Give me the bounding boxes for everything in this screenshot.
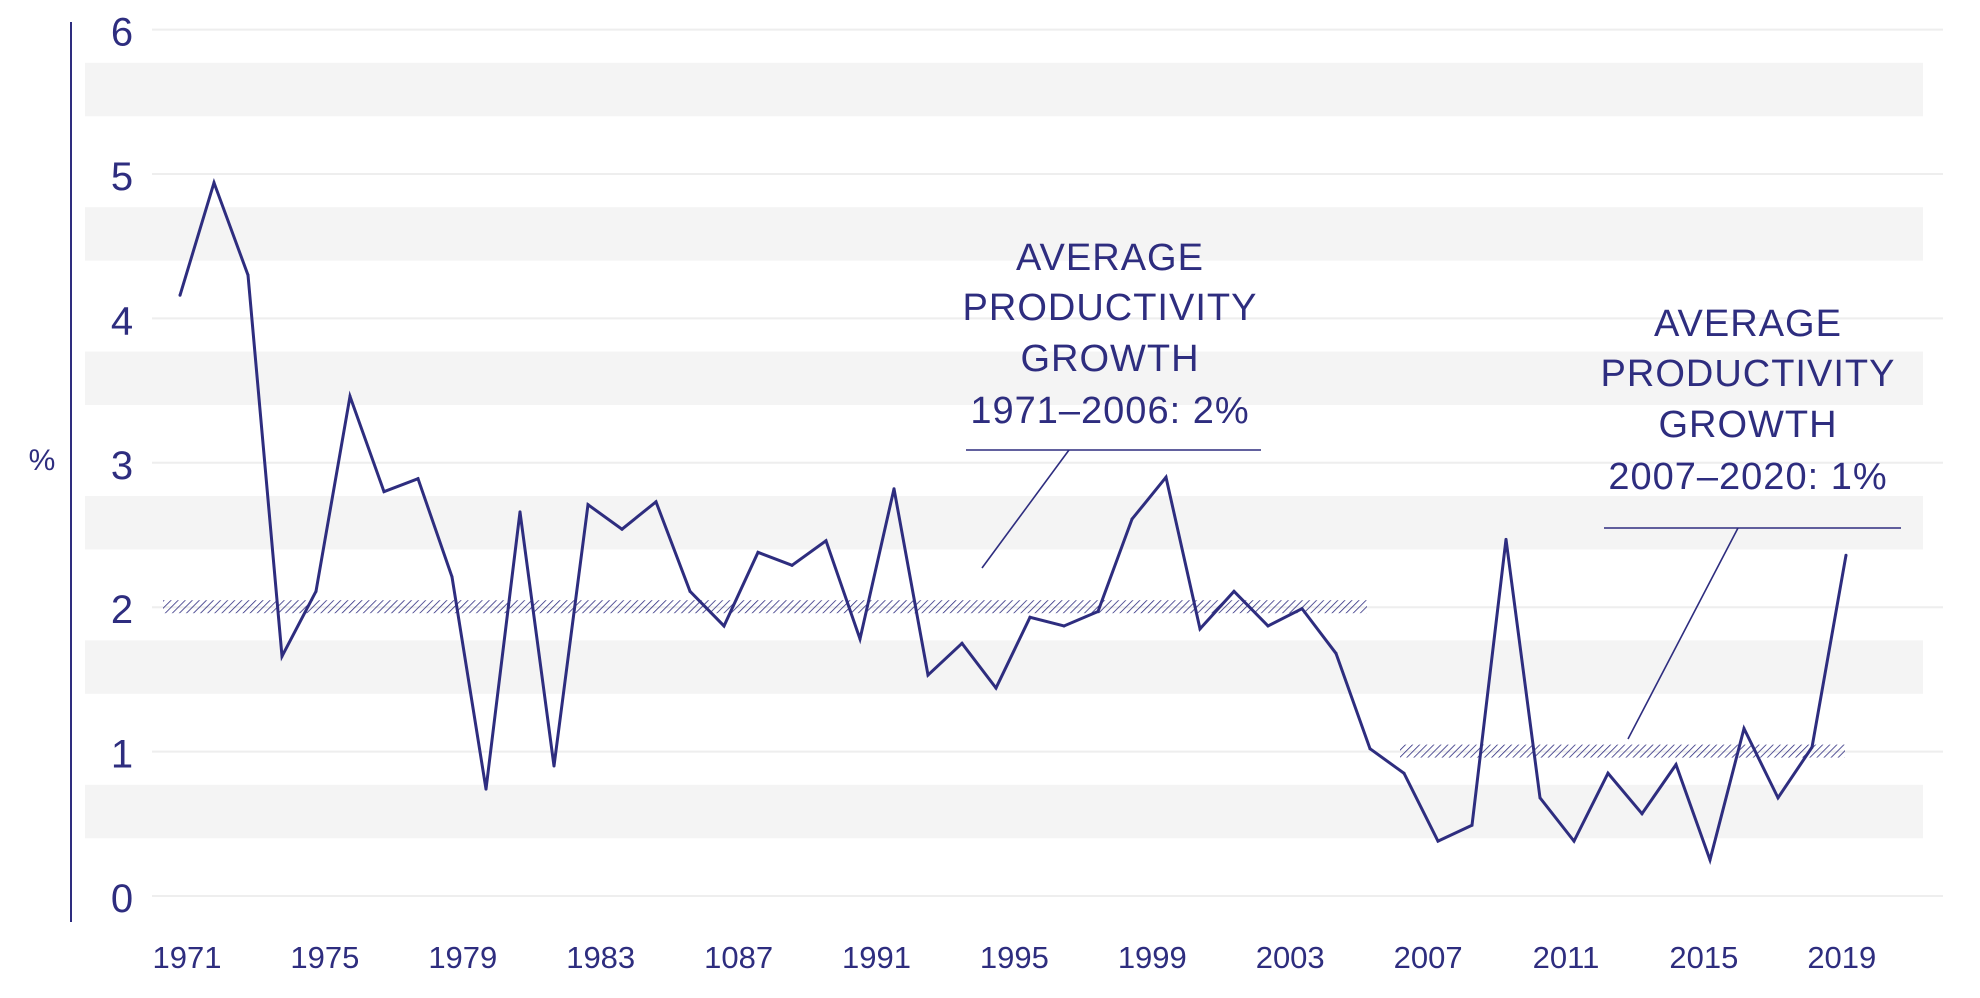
x-tick-label: 2007 bbox=[1394, 940, 1463, 975]
annotation-leader-line bbox=[1627, 527, 1739, 740]
annotation-2-line: GROWTH bbox=[1658, 404, 1837, 446]
y-tick-label: 0 bbox=[111, 877, 133, 921]
background-band bbox=[85, 496, 1923, 550]
x-tick-label: 1975 bbox=[290, 940, 359, 975]
data-point-1983 bbox=[586, 503, 590, 507]
y-tick-label: 1 bbox=[111, 733, 133, 777]
series-line bbox=[178, 177, 1848, 866]
x-tick-label: 1979 bbox=[428, 940, 497, 975]
data-point-1994 bbox=[960, 641, 964, 645]
background-band bbox=[85, 207, 1923, 261]
annotation-1-line: 1971–2006: 2% bbox=[970, 390, 1249, 432]
data-point-1988 bbox=[756, 550, 760, 554]
data-point-1999 bbox=[1130, 517, 1134, 521]
x-tick-label: 1995 bbox=[980, 940, 1049, 975]
annotation-1-line: PRODUCTIVITY bbox=[963, 287, 1258, 329]
average-band-1 bbox=[163, 600, 1367, 614]
data-point-1998 bbox=[1096, 610, 1100, 614]
x-tick-label: 2003 bbox=[1256, 940, 1325, 975]
data-point-1979 bbox=[450, 575, 454, 579]
x-tick-label: 1971 bbox=[153, 940, 222, 975]
x-tick-label: 1983 bbox=[566, 940, 635, 975]
data-point-1989 bbox=[790, 563, 794, 567]
data-point-1978 bbox=[416, 477, 420, 481]
data-point-1995 bbox=[994, 686, 998, 690]
x-tick-label: 2019 bbox=[1807, 940, 1876, 975]
data-point-1973 bbox=[246, 273, 250, 277]
data-point-1993 bbox=[926, 673, 930, 677]
data-point-2001 bbox=[1198, 627, 1202, 631]
y-tick-label: 5 bbox=[111, 155, 133, 199]
data-point-1985 bbox=[654, 500, 658, 504]
data-point-2014 bbox=[1640, 812, 1644, 816]
data-point-1987 bbox=[722, 624, 726, 628]
data-point-2013 bbox=[1606, 771, 1610, 775]
background-band bbox=[85, 784, 1923, 839]
data-point-1992 bbox=[892, 487, 896, 491]
data-point-1980 bbox=[484, 787, 488, 791]
x-tick-label: 2011 bbox=[1533, 940, 1600, 975]
data-point-1996 bbox=[1028, 615, 1032, 619]
data-point-1974 bbox=[280, 654, 284, 658]
data-point-2011 bbox=[1538, 796, 1542, 800]
data-point-2008 bbox=[1436, 839, 1440, 843]
annotation-2-line: PRODUCTIVITY bbox=[1601, 353, 1896, 395]
average-band-2 bbox=[1400, 744, 1845, 758]
x-tick-label: 1991 bbox=[842, 940, 911, 975]
y-tick-label: 4 bbox=[111, 299, 133, 343]
annotation-1-line: AVERAGE bbox=[1016, 237, 1204, 279]
data-point-1975 bbox=[314, 589, 318, 593]
data-point-2009 bbox=[1470, 823, 1474, 827]
data-point-1981 bbox=[518, 510, 522, 514]
data-point-2020 bbox=[1844, 553, 1848, 557]
data-point-2005 bbox=[1334, 651, 1338, 655]
x-tick-label: 1087 bbox=[704, 940, 773, 975]
y-tick-label: 2 bbox=[111, 588, 133, 632]
data-point-1984 bbox=[620, 527, 624, 531]
data-point-2015 bbox=[1674, 763, 1678, 767]
annotation-leader-line bbox=[981, 449, 1070, 569]
data-point-1971 bbox=[178, 293, 182, 297]
background-band bbox=[85, 640, 1923, 694]
data-point-2017 bbox=[1742, 726, 1746, 730]
data-point-1982 bbox=[552, 764, 556, 768]
data-point-2003 bbox=[1266, 624, 1270, 628]
x-tick-label: 2015 bbox=[1669, 940, 1738, 975]
data-point-1990 bbox=[824, 539, 828, 543]
data-point-2010 bbox=[1504, 537, 1508, 541]
y-tick-label: 6 bbox=[111, 11, 133, 55]
annotation-1-line: GROWTH bbox=[1020, 338, 1199, 380]
annotation-2-line: 2007–2020: 1% bbox=[1608, 456, 1887, 498]
annotation-2-line: AVERAGE bbox=[1654, 303, 1842, 345]
data-point-2012 bbox=[1572, 839, 1576, 843]
data-point-2016 bbox=[1708, 858, 1712, 862]
data-point-1972 bbox=[212, 181, 216, 185]
data-point-2018 bbox=[1776, 796, 1780, 800]
y-tick-label: 3 bbox=[111, 444, 133, 488]
data-point-2000 bbox=[1164, 475, 1168, 479]
background-band bbox=[85, 351, 1923, 406]
data-point-1991 bbox=[858, 637, 862, 641]
data-point-1986 bbox=[688, 589, 692, 593]
data-point-2006 bbox=[1368, 747, 1372, 751]
data-point-1976 bbox=[348, 394, 352, 398]
data-point-2007 bbox=[1402, 771, 1406, 775]
y-axis-label: % bbox=[29, 444, 56, 477]
data-point-2019 bbox=[1810, 745, 1814, 749]
x-tick-label: 1999 bbox=[1118, 940, 1187, 975]
background-band bbox=[85, 62, 1923, 117]
data-point-1997 bbox=[1062, 624, 1066, 628]
data-point-1977 bbox=[382, 490, 386, 494]
data-point-2002 bbox=[1232, 589, 1236, 593]
data-point-2004 bbox=[1300, 607, 1304, 611]
